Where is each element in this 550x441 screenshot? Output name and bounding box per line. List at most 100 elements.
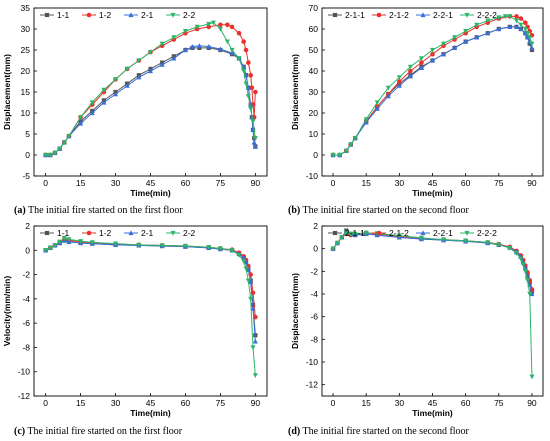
chart-a-data-point bbox=[241, 39, 246, 44]
chart-d-ytick-label: 0 bbox=[313, 244, 318, 254]
chart-a: 0 15 30 45 60 75 90 -5 0 5 10 15 20 25 30 35 Time(min) Di… bbox=[2, 3, 268, 198]
chart-c-data-point bbox=[241, 259, 247, 264]
chart-c-series-2 bbox=[43, 237, 258, 344]
chart-c-series-line bbox=[45, 240, 256, 342]
chart-c-data-point bbox=[57, 239, 63, 245]
chart-b-data-point bbox=[452, 45, 458, 50]
chart-c-data-point bbox=[43, 248, 49, 253]
chart-a-data-point bbox=[241, 68, 247, 74]
chart-b-data-point bbox=[485, 18, 491, 24]
chart-c-data-point bbox=[47, 245, 53, 251]
chart-b-legend-marker bbox=[420, 12, 426, 18]
chart-b-data-point bbox=[496, 26, 502, 32]
chart-b-data-point bbox=[396, 75, 402, 80]
chart-a-legend-label: 2-1 bbox=[141, 10, 154, 20]
chart-a-legend-marker bbox=[128, 12, 134, 18]
chart-b-data-point bbox=[418, 56, 424, 62]
chart-d-data-point bbox=[441, 237, 447, 243]
chart-a-xtick-label: 15 bbox=[76, 178, 86, 188]
chart-d-ytick-label: -6 bbox=[310, 312, 318, 322]
chart-c-xlabel: Time(min) bbox=[130, 408, 171, 418]
chart-b-data-point bbox=[507, 14, 513, 20]
chart-b-data-point bbox=[518, 16, 524, 21]
chart-a-data-point bbox=[194, 24, 200, 30]
chart-d-legend-marker bbox=[332, 230, 338, 236]
chart-c-ytick-label: 2 bbox=[25, 221, 30, 231]
chart-b-ytick-label: 0 bbox=[313, 150, 318, 160]
chart-c-data-point bbox=[245, 267, 251, 272]
chart-c-ytick-label: -4 bbox=[22, 294, 30, 304]
chart-c-ytick-label: 0 bbox=[25, 245, 30, 255]
chart-d-data-point bbox=[496, 242, 502, 248]
chart-d-data-point bbox=[520, 262, 526, 268]
chart-b-ytick-label: 60 bbox=[309, 24, 319, 34]
chart-a-data-point bbox=[206, 43, 212, 49]
chart-d-data-point bbox=[513, 251, 519, 256]
chart-b-data-point bbox=[343, 148, 349, 154]
chart-b-series-line bbox=[333, 15, 533, 156]
chart-a-series-line bbox=[45, 24, 256, 156]
chart-b-legend-label: 2-2-2 bbox=[477, 10, 497, 20]
chart-d-series-line bbox=[332, 232, 533, 377]
chart-c-legend-marker bbox=[44, 230, 50, 236]
chart-c-data-point bbox=[78, 239, 84, 244]
chart-a-data-point bbox=[113, 77, 119, 83]
chart-c-data-point bbox=[89, 240, 95, 246]
chart-d-data-point bbox=[343, 230, 349, 236]
chart-c-ytick-label: -12 bbox=[18, 391, 31, 401]
chart-d-xtick-label: 90 bbox=[527, 398, 537, 408]
chart-a-ytick-label: 5 bbox=[25, 129, 30, 139]
chart-a-data-point bbox=[148, 68, 153, 74]
chart-a-data-point bbox=[206, 21, 212, 27]
chart-c-data-point bbox=[243, 266, 249, 272]
chart-c-data-point bbox=[248, 279, 254, 284]
chart-a-legend-marker bbox=[170, 12, 176, 18]
chart-a-data-point bbox=[249, 85, 255, 91]
chart-a-ytick-label: 10 bbox=[21, 108, 31, 118]
chart-d-ytick-label: -4 bbox=[310, 289, 318, 299]
chart-d-data-point bbox=[529, 374, 535, 380]
chart-b-ytick-label: 20 bbox=[309, 108, 319, 118]
chart-d-ylabel: Displacement(mm) bbox=[290, 273, 300, 349]
chart-b-legend-label: 2-1-1 bbox=[345, 10, 365, 20]
chart-c-data-point bbox=[252, 338, 258, 344]
chart-d: 0 15 30 45 60 75 90 -12 -10 -8 -6 -4 -2 0 2 Time(min) Di… bbox=[290, 221, 544, 418]
chart-d-data-point bbox=[507, 246, 513, 251]
chart-a-series-2 bbox=[43, 43, 258, 158]
chart-c-data-point bbox=[66, 237, 72, 243]
chart-c-data-point bbox=[206, 245, 212, 250]
chart-b-legend-label: 2-2-1 bbox=[433, 10, 453, 20]
chart-c-legend-marker bbox=[128, 230, 134, 236]
chart-b-ytick-label: 70 bbox=[309, 3, 319, 13]
chart-d-series-0 bbox=[330, 228, 535, 294]
chart-b-data-point bbox=[330, 152, 336, 158]
chart-a-data-point bbox=[78, 120, 84, 126]
chart-c-ylabel: Velocity(mm/min) bbox=[2, 276, 12, 347]
chart-b-legend-label: 2-1-2 bbox=[389, 10, 409, 20]
chart-a-data-point bbox=[252, 143, 258, 149]
chart-a-legend-marker bbox=[44, 12, 50, 18]
chart-a-series-line bbox=[45, 45, 256, 156]
chart-a-data-point bbox=[136, 58, 142, 64]
chart-a-data-point bbox=[196, 43, 202, 48]
chart-d-xtick-label: 60 bbox=[461, 398, 471, 408]
chart-c-data-point bbox=[52, 243, 58, 249]
chart-a-data-point bbox=[182, 29, 188, 34]
chart-d-data-point bbox=[396, 233, 402, 239]
chart-c-series-line bbox=[45, 238, 256, 318]
chart-c-series-3 bbox=[43, 236, 258, 379]
chart-b-data-point bbox=[522, 26, 528, 32]
chart-b-ytick-label: 50 bbox=[309, 45, 319, 55]
chart-b-series-line bbox=[333, 15, 533, 156]
chart-a-legend-marker bbox=[86, 12, 92, 18]
chart-d-series-line bbox=[332, 231, 533, 295]
chart-a-data-point bbox=[218, 22, 223, 28]
chart-b-data-point bbox=[385, 93, 391, 99]
chart-c-xtick-label: 30 bbox=[111, 398, 121, 408]
chart-a-data-point bbox=[47, 152, 53, 158]
chart-b-data-point bbox=[348, 142, 354, 148]
chart-b-data-point bbox=[496, 15, 502, 21]
chart-d-legend-marker bbox=[420, 230, 426, 236]
chart-d-data-point bbox=[525, 278, 531, 284]
chart-b-data-point bbox=[407, 64, 413, 70]
